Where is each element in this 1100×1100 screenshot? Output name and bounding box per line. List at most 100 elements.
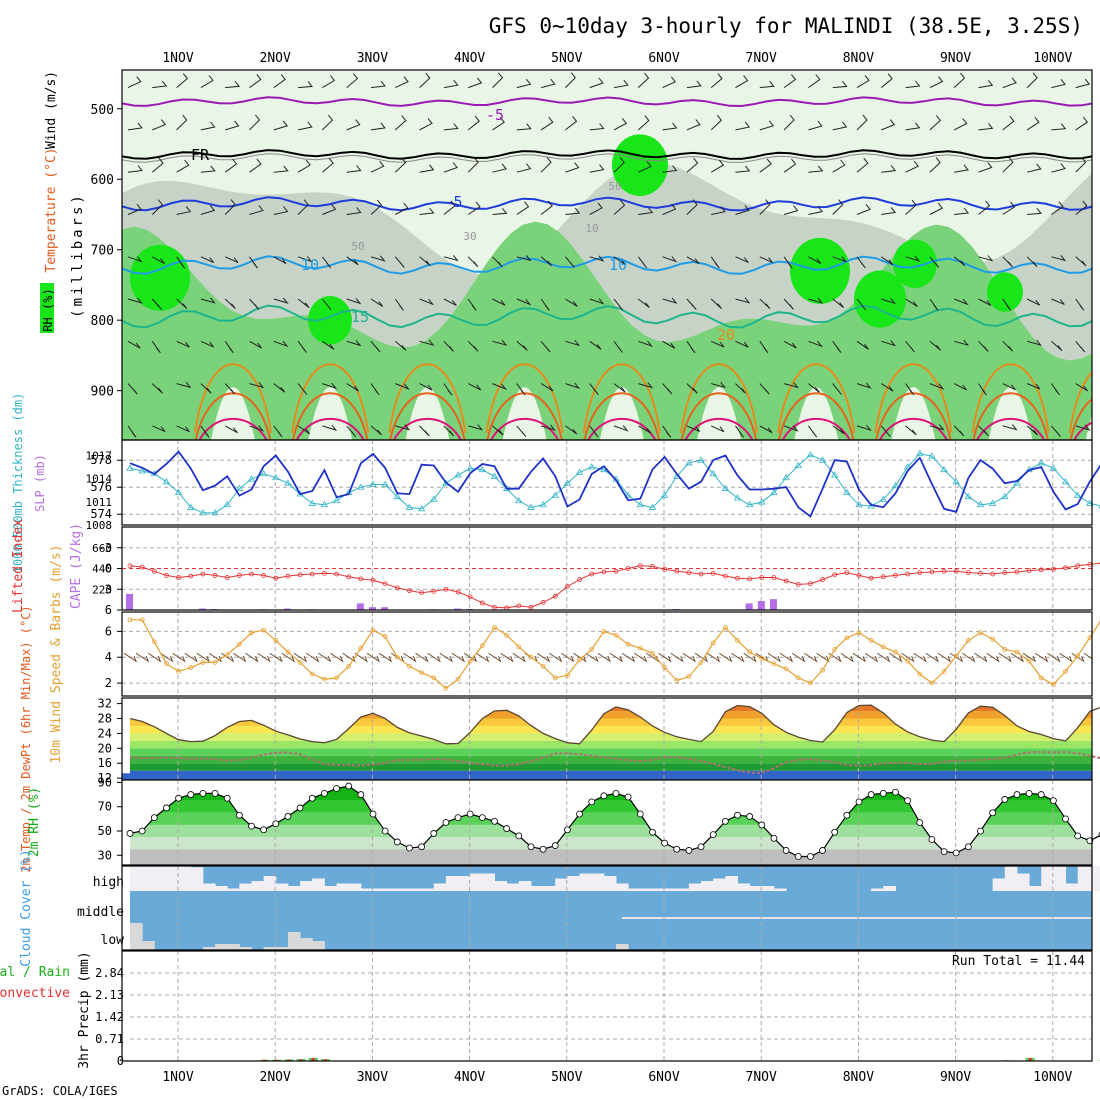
- wind-barb: [492, 383, 508, 391]
- li-line-point: [844, 570, 850, 576]
- wind-speed-line-point: [261, 627, 267, 633]
- t2m-band: [130, 763, 1092, 771]
- li-line-point: [358, 576, 364, 582]
- li-line-point: [783, 578, 789, 584]
- wind-speed-line-point: [868, 638, 874, 643]
- cloud-cover-panel: high middle low Cloud Cover (%): [19, 849, 1100, 967]
- rh-line-point: [187, 791, 195, 798]
- wind10m-panel: 6 4 2 10m Wind Speed & Barbs (m/s): [49, 544, 1100, 764]
- li-line-point: [917, 570, 923, 576]
- wind-speed-line-point: [613, 632, 619, 638]
- li-line-point: [164, 573, 169, 578]
- cloud-bar: [385, 888, 398, 891]
- wind-speed-line-point: [577, 657, 582, 663]
- wind-barb: [1075, 424, 1091, 431]
- wind-barb-10m: [573, 652, 587, 663]
- wind-barb: [394, 298, 404, 311]
- axis-tick: 6: [105, 624, 112, 638]
- wind-speed-line-point: [552, 675, 558, 681]
- wind-barb: [929, 115, 941, 131]
- rh-line-point: [600, 792, 608, 800]
- wind-barb: [516, 78, 532, 89]
- cloud-bar: [433, 883, 447, 891]
- rh-line-point: [406, 844, 413, 852]
- wind-barb: [638, 340, 653, 348]
- wind-barb: [978, 123, 994, 131]
- wind-barb-10m: [682, 652, 696, 663]
- axis-tick: 16: [98, 756, 112, 770]
- wind-barb: [686, 80, 702, 89]
- wind-barb: [249, 114, 261, 131]
- cloud-bar: [470, 873, 483, 891]
- rh-line-point: [466, 810, 474, 818]
- wind-barb: [395, 383, 410, 390]
- wind-barb: [686, 256, 700, 265]
- wind-barb: [856, 203, 871, 215]
- wind-barb: [540, 340, 551, 353]
- panel-axis-label: 2m RH (%): [27, 787, 42, 857]
- thickness-line-point: [308, 499, 316, 506]
- rh-band: [130, 849, 1092, 865]
- precip-conv-bar: [311, 1057, 315, 1061]
- top-day-label: 3NOV: [357, 51, 388, 66]
- wind-barb-10m: [962, 652, 976, 663]
- wind-barb: [1026, 298, 1041, 306]
- wind-barb: [127, 256, 143, 263]
- rh-line-point: [649, 828, 656, 836]
- wind-barb: [905, 425, 917, 436]
- thickness-line-point: [417, 505, 426, 512]
- wind-barb: [249, 205, 264, 215]
- li-line: [129, 562, 1100, 609]
- wind-barb: [978, 79, 994, 89]
- wind-barb: [1002, 298, 1012, 311]
- pressure-tick: 700: [91, 244, 114, 259]
- thickness-line-point: [551, 491, 559, 498]
- precip-conv-bar: [275, 1059, 279, 1061]
- cloud-bar: [275, 883, 289, 891]
- wind-barb: [346, 73, 359, 88]
- thickness-line-point: [636, 500, 645, 508]
- thickness-line-point: [575, 468, 584, 475]
- wind-barb: [127, 340, 141, 349]
- thickness-line-point: [855, 500, 863, 508]
- cloud-bar: [494, 881, 508, 891]
- thickness-line-point: [272, 474, 280, 481]
- wind-speed-line-point: [674, 678, 680, 683]
- wind-barb: [419, 425, 430, 437]
- wind-barb: [273, 425, 283, 438]
- li-line-point: [224, 575, 230, 580]
- wind-barb: [419, 118, 433, 131]
- rh2m-panel: 90 70 50 30 2m RH (%): [27, 775, 1100, 866]
- cloud-bar: [227, 888, 240, 891]
- rh-line-point: [284, 813, 292, 820]
- li-line-point: [309, 571, 315, 577]
- cloud-bar: [883, 886, 896, 891]
- wind-barb: [783, 256, 793, 269]
- cape-bar: [769, 599, 777, 610]
- cloud-bar: [773, 888, 787, 891]
- wind-barb: [419, 207, 435, 215]
- rh-line-point: [588, 798, 596, 806]
- wind-speed-line-point: [443, 685, 449, 691]
- cloud-bar: [506, 883, 520, 891]
- wind-speed-line-point: [492, 625, 497, 630]
- cloud-bar: [154, 866, 167, 891]
- li-line-point: [261, 573, 267, 578]
- panel-axis-label: SLP (mb): [33, 454, 47, 512]
- li-line-point: [625, 566, 631, 571]
- wind-barb: [224, 298, 236, 310]
- wind-barb: [516, 383, 526, 396]
- rh-line-point: [357, 791, 365, 798]
- li-line-point: [698, 571, 704, 577]
- wind-barb: [929, 76, 944, 89]
- cloud-bar: [287, 932, 301, 950]
- wind-barb-10m: [160, 652, 174, 663]
- cape-bar: [745, 603, 753, 610]
- thickness-line-point: [879, 495, 888, 502]
- wind-speed-line-point: [394, 654, 400, 660]
- top-day-label: 6NOV: [648, 51, 679, 66]
- rh-line-point: [758, 821, 766, 829]
- wind-barb: [735, 205, 750, 215]
- wind-barb-10m: [233, 652, 247, 663]
- wind-barb: [346, 340, 362, 347]
